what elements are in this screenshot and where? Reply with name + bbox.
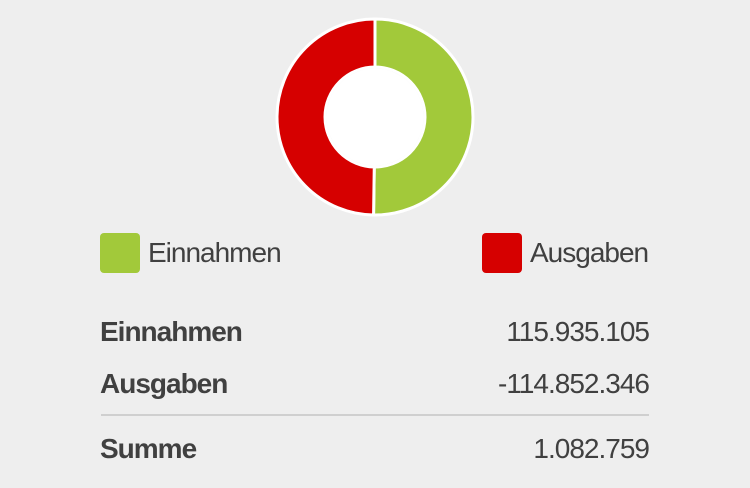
legend-label-income: Einnahmen xyxy=(148,237,282,268)
legend-item-expense[interactable]: Ausgaben xyxy=(482,233,649,273)
donut-hole xyxy=(326,68,424,166)
legend-label-expense: Ausgaben xyxy=(530,237,649,268)
legend-swatch-income xyxy=(100,233,140,273)
summary-label-expense: Ausgaben xyxy=(100,368,228,399)
donut-slice-einnahmen[interactable] xyxy=(372,17,475,217)
summary-value-total: 1.082.759 xyxy=(533,433,650,464)
summary-value-expense: -114.852.346 xyxy=(498,368,650,399)
legend-item-income[interactable]: Einnahmen xyxy=(100,233,282,273)
summary-label-income: Einnahmen xyxy=(100,316,243,347)
summary-row-total: Summe 1.082.759 xyxy=(100,433,650,465)
summary-row-expense: Ausgaben -114.852.346 xyxy=(100,368,650,400)
donut-chart xyxy=(275,17,475,217)
summary-value-income: 115.935.105 xyxy=(506,316,650,347)
summary-divider xyxy=(101,414,649,416)
legend-swatch-expense xyxy=(482,233,522,273)
donut-slice-ausgaben[interactable] xyxy=(275,17,377,217)
summary-label-total: Summe xyxy=(100,433,197,464)
summary-row-income: Einnahmen 115.935.105 xyxy=(100,316,650,348)
